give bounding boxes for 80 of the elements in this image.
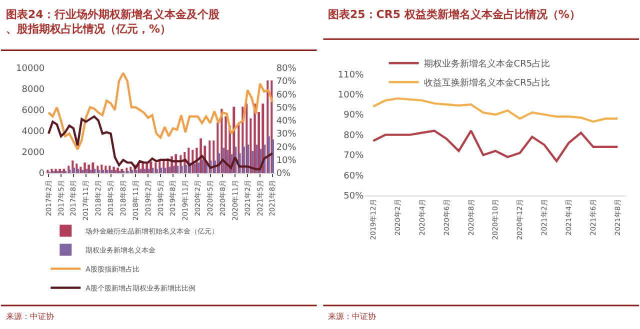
bar [90,170,92,174]
bar [156,168,158,174]
bar [82,170,84,174]
bar [176,166,179,174]
bar [180,166,183,174]
bar [146,164,148,174]
bar [148,168,150,174]
y-tick-label: 6000 [22,106,45,116]
bar [116,168,120,174]
line-series [372,97,619,123]
legend-label: 期权业务新增名义本金CR5占比 [424,58,550,70]
bar [76,168,80,174]
y-tick-label: 2000 [22,148,45,158]
bar [140,168,142,174]
bar [114,170,117,174]
y2-tick-label: 30% [276,130,297,140]
bar [198,162,200,174]
bar [268,136,270,174]
y-tick-label: 0 [38,169,45,180]
bar [144,168,146,174]
bar [184,164,187,174]
bar [256,144,258,174]
bar [92,162,94,174]
bar [168,166,171,174]
y2-tick-label: 20% [276,142,297,153]
bar [88,164,90,174]
y2-tick-label: 0% [276,169,292,180]
bar [272,139,274,174]
bar [202,159,204,174]
line-series [47,72,274,150]
bar [86,168,88,174]
bar [80,166,82,174]
y-tick-label: 4000 [22,127,45,138]
y-tick-label: 8000 [22,85,45,95]
line-series [372,130,619,162]
bar [200,138,202,174]
bar [164,168,166,174]
y2-tick-label: 10% [276,156,297,166]
legend-label: 收益互换新增名义本金CR5占比 [424,78,550,89]
y-tick-label: 60% [344,171,364,182]
y-tick-label: 50% [344,192,364,202]
y2-tick-label: 50% [276,103,297,114]
y2-tick-label: 80% [276,64,297,74]
bar [130,170,134,174]
bar [250,118,252,174]
bar [246,144,250,174]
bar [108,166,111,174]
bar [152,168,154,174]
y-tick-label: 90% [344,110,364,121]
bar [160,168,162,174]
y-tick-label: 70% [344,151,364,162]
source-note: 来源：中证协 [6,312,54,321]
y-tick-label: 80% [344,130,364,141]
y-tick-label: 110% [338,70,364,80]
bar [84,162,86,174]
bar [126,170,129,174]
bar [224,116,227,174]
bar [106,170,108,174]
y2-tick-label: 70% [276,77,297,88]
y2-tick-label: 60% [276,90,297,100]
line-series [47,115,274,170]
y-tick-label: 10000 [16,64,45,74]
bar [134,170,138,174]
bar [68,170,71,174]
bar [98,170,100,174]
bar [102,170,104,174]
bar [172,166,175,174]
bar [94,168,96,174]
bar [110,170,113,174]
chart-title: 图表25：CR5 权益类新增名义本金占比情况（%） [328,8,580,21]
bar [142,162,144,174]
source-note: 来源：中证协 [328,312,376,321]
bar [118,170,121,174]
bar [112,166,115,174]
bar [72,168,75,174]
y2-tick-label: 40% [276,116,297,127]
y-tick-label: 100% [338,90,364,101]
bar [242,146,245,174]
chart-title: 图表24：行业场外期权新增名义本金及个股、股指期权占比情况（亿元，%） [6,8,220,36]
bar [194,164,196,174]
